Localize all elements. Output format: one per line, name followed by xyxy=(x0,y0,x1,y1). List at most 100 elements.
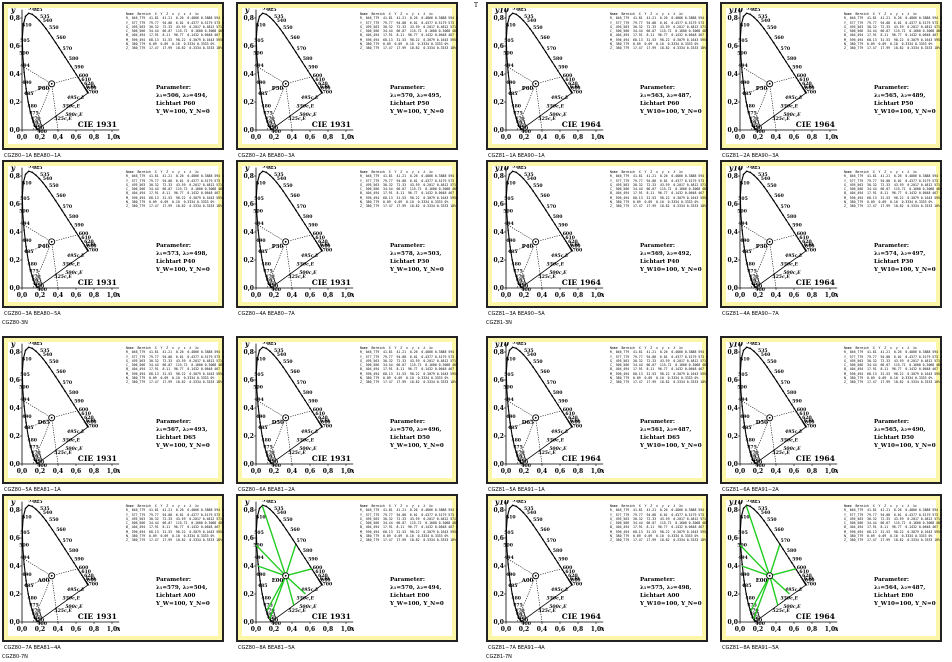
locus-marker xyxy=(554,65,556,68)
locus-marker xyxy=(275,515,278,518)
luminance-limits: Y_W10=100, Y_N=0 xyxy=(640,443,702,449)
y-tick-label: 0,2 xyxy=(494,99,504,106)
wavelength-label: 525 xyxy=(751,500,761,505)
wavelength-label: 525 xyxy=(517,166,527,171)
wavelength-label: 465 xyxy=(32,120,42,126)
x-tick-label: 0,2 xyxy=(519,292,529,299)
parameter-block: Parameter: λ₁=506, λ₂=494, Lichtart P60 Y_W… xyxy=(156,84,210,116)
wavelength-label: 450 xyxy=(753,459,763,465)
locus-marker xyxy=(32,455,34,457)
locus-marker xyxy=(75,73,78,76)
luminance-limits: Y_W10=100, Y_N=0 xyxy=(874,601,936,607)
locus-marker xyxy=(51,528,54,531)
luminance-limits: Y_W10=100, Y_N=0 xyxy=(640,109,702,115)
parameter-block: Parameter: λ₁=579, λ₂=504, Lichtart A00 Y_W… xyxy=(156,576,210,608)
wavelength-label: 510 xyxy=(740,356,750,362)
wavelength-label: 535 xyxy=(40,172,50,178)
locus-marker xyxy=(304,223,306,226)
wavelength-label: 510 xyxy=(256,180,266,186)
locus-marker xyxy=(269,174,271,176)
wavelength-label: 525 xyxy=(751,8,761,13)
x-tick-label: 0,6 xyxy=(71,292,81,299)
complement-label: 495c,E xyxy=(785,253,803,259)
locus-marker xyxy=(799,240,801,243)
wavelength-label: 630 xyxy=(320,84,330,90)
wavelength-label: 525 xyxy=(751,342,761,347)
parameter-block: Parameter: λ₁=565, λ₂=489, Lichtart P50 Y_W… xyxy=(874,84,936,116)
locus-marker xyxy=(35,618,37,621)
locus-marker xyxy=(291,538,294,541)
y-tick-label: 0,8 xyxy=(10,173,20,180)
locus-marker xyxy=(261,259,263,261)
locus-marker xyxy=(535,370,538,373)
locus-marker xyxy=(61,543,63,546)
y-tick-label: 0,0 xyxy=(10,127,20,134)
y-tick-label: 0,2 xyxy=(244,99,254,106)
wavelength-label: 550 xyxy=(49,25,59,31)
wavelength-label: 520 xyxy=(746,500,756,504)
locus-marker xyxy=(556,403,559,406)
system-label: CIE 1964 xyxy=(562,454,601,463)
locus-marker xyxy=(749,505,752,508)
locus-marker xyxy=(793,231,796,234)
x-tick-label: 0,2 xyxy=(269,626,279,633)
wavelength-label: 485 xyxy=(742,583,752,589)
y-tick-label: 0,6 xyxy=(728,201,738,208)
locus-marker xyxy=(509,87,511,90)
wavelength-label: 450 xyxy=(269,125,279,131)
locus-marker xyxy=(554,223,556,226)
locus-marker xyxy=(304,65,306,68)
dominant-wavelength-line xyxy=(257,66,286,85)
wavelength-label: 630 xyxy=(570,576,580,582)
wavelength-label: 485 xyxy=(508,425,518,431)
x-tick-label: 0,4 xyxy=(771,134,781,141)
panel-caption: CGZ81−1A BEA90−1A xyxy=(488,153,545,159)
locus-marker xyxy=(508,15,511,18)
x-tick-label: 0,6 xyxy=(305,468,315,475)
dominant-wavelength-line xyxy=(285,241,293,289)
wavelength-label: 610 xyxy=(81,235,91,241)
wavelength-label: 550 xyxy=(533,25,543,31)
x-tick-label: 0,0 xyxy=(735,292,745,299)
x-tick-label: 1,0 xyxy=(591,626,601,633)
parameter-block: Parameter: λ₁=564, λ₂=487, Lichtart E00 Y_W… xyxy=(874,576,936,608)
x-tick-label: 0,4 xyxy=(53,134,63,141)
locus-marker xyxy=(282,190,284,192)
wavelength-label: 400 xyxy=(521,129,531,135)
locus-marker xyxy=(257,229,259,232)
dominant-wavelength-line xyxy=(750,83,770,131)
wavelength-label: 500 xyxy=(19,50,29,56)
wavelength-label: 490 xyxy=(740,572,750,578)
locus-marker xyxy=(67,61,69,63)
wavelength-label: 400 xyxy=(521,621,531,627)
wavelength-label: 640 xyxy=(571,243,581,249)
lambda-values: λ₁=565, λ₂=490, xyxy=(874,427,926,433)
wavelength-label: 475 xyxy=(747,603,757,609)
wavelength-label: 560 xyxy=(774,35,784,41)
complement-label: 550c,E xyxy=(63,104,81,110)
y-axis-label: y10 xyxy=(728,166,743,172)
locus-marker xyxy=(507,229,509,232)
wavelength-label: 640 xyxy=(321,85,331,91)
wavelength-label: 630 xyxy=(320,242,330,248)
locus-marker xyxy=(54,199,57,202)
parameter-label: Parameter: xyxy=(640,243,675,249)
quadrant-label: CGZ81-3N xyxy=(486,320,512,326)
x-tick-label: 0,8 xyxy=(323,292,333,299)
quadrant-label: CGZ80-7N xyxy=(2,654,28,660)
wavelength-label: 590 xyxy=(558,222,568,228)
wavelength-label: 560 xyxy=(774,369,784,375)
x-tick-label: 0,2 xyxy=(35,292,45,299)
x-tick-label: 1,0 xyxy=(107,292,117,299)
parameter-block: Parameter: λ₁=570, λ₂=495, Lichtart P50 Y_W… xyxy=(390,84,444,116)
wavelength-label: 510 xyxy=(22,356,32,362)
wavelength-label: 570 xyxy=(781,204,791,210)
wavelength-label: 700 xyxy=(89,424,99,430)
locus-marker xyxy=(315,240,317,243)
wavelength-label: 540 xyxy=(43,510,53,516)
wavelength-label: 550 xyxy=(767,359,777,365)
dominant-wavelength-line xyxy=(741,565,770,577)
locus-marker xyxy=(279,27,281,30)
wavelength-label: 494 xyxy=(254,397,264,403)
y-tick-label: 0,0 xyxy=(10,619,20,626)
